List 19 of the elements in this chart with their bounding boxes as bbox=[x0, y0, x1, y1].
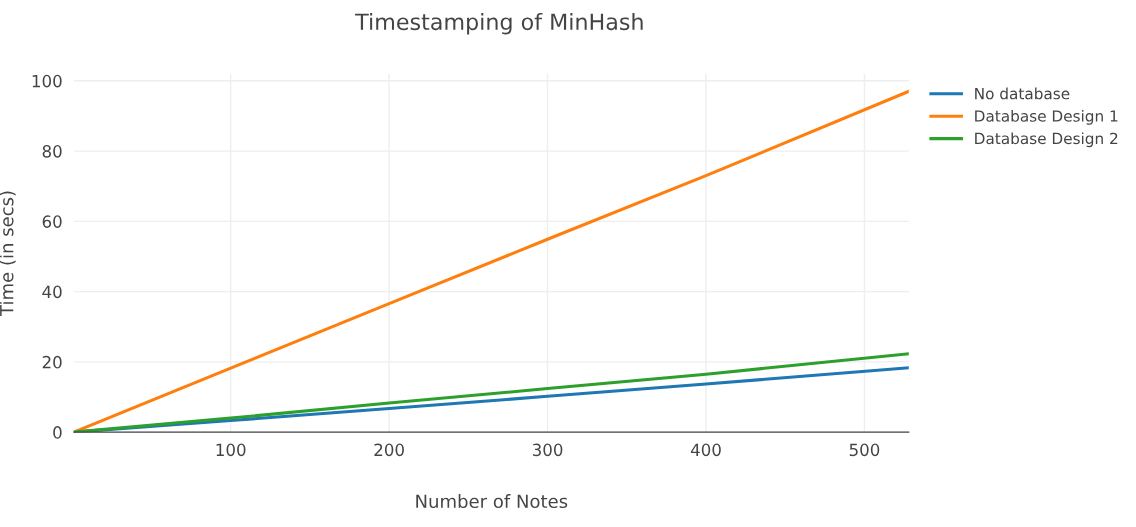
x-tick-label: 300 bbox=[532, 443, 563, 457]
legend-label: Database Design 2 bbox=[975, 132, 1118, 148]
legend-label: Database Design 1 bbox=[975, 109, 1118, 125]
x-tick-label: 500 bbox=[849, 443, 880, 457]
x-axis-title: Number of Notes bbox=[416, 494, 568, 509]
x-tick-label: 100 bbox=[216, 443, 246, 457]
y-axis-title: Time (in secs) bbox=[0, 191, 16, 317]
x-tick-label: 400 bbox=[690, 443, 721, 457]
y-tick-label: 60 bbox=[42, 215, 62, 228]
line-series bbox=[73, 352, 909, 433]
chart-title: Timestamping of MinHash bbox=[355, 12, 643, 35]
x-tick-label: 200 bbox=[374, 443, 404, 457]
y-tick-label: 100 bbox=[32, 74, 62, 88]
y-tick-label: 80 bbox=[42, 145, 62, 158]
legend-label: No database bbox=[975, 87, 1070, 100]
y-tick-label: 40 bbox=[42, 285, 62, 299]
line-series bbox=[73, 89, 909, 433]
y-tick-label: 20 bbox=[42, 355, 62, 369]
y-tick-label: 0 bbox=[53, 426, 62, 439]
